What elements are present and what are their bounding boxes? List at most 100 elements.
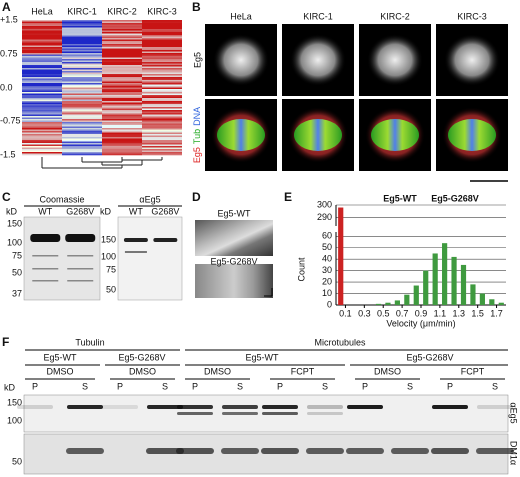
heatmap-cell xyxy=(22,153,62,156)
heatmap-cell xyxy=(62,74,102,76)
bar xyxy=(338,207,344,305)
heatmap-cell xyxy=(22,47,62,49)
heatmap-cell xyxy=(102,129,142,132)
heatmap-cell xyxy=(102,30,142,33)
spindle xyxy=(444,34,500,86)
heatmap-column xyxy=(22,20,62,156)
heatmap-cell xyxy=(22,77,62,79)
heatmap-cell xyxy=(102,75,142,78)
heatmap-cell xyxy=(62,68,102,70)
band xyxy=(146,448,184,454)
heatmap-cell xyxy=(22,144,62,147)
bar xyxy=(489,299,495,305)
heatmap-cell xyxy=(62,23,102,25)
heatmap-cell xyxy=(142,126,182,129)
heatmap-cell xyxy=(62,144,102,147)
spindle xyxy=(367,34,423,86)
scale-tick: 0.0 xyxy=(0,82,13,92)
heatmap-cell xyxy=(102,59,142,61)
heatmap-cell xyxy=(22,65,62,67)
heatmap-cell xyxy=(22,107,62,109)
heatmap-cell xyxy=(22,126,62,129)
heatmap-cell xyxy=(62,146,102,148)
heatmap-cell xyxy=(102,20,142,22)
heatmap-cell xyxy=(102,135,142,138)
heatmap-cell xyxy=(142,108,182,111)
heatmap-cell xyxy=(102,140,142,142)
band xyxy=(147,405,183,409)
heatmap-cell xyxy=(102,77,142,79)
heatmap-cell xyxy=(62,69,102,72)
heatmap-cell xyxy=(22,53,62,55)
blot-title: αEg5 xyxy=(139,194,160,204)
lane-label: G268V xyxy=(151,206,179,216)
heatmap-cell xyxy=(22,141,62,144)
heatmap-cell xyxy=(142,59,182,61)
heatmap-cell xyxy=(102,90,142,93)
bar xyxy=(470,284,476,305)
heatmap-cell xyxy=(102,111,142,114)
heatmap-cell xyxy=(102,84,142,87)
heatmap-cell xyxy=(22,143,62,145)
heatmap-cell xyxy=(22,81,62,84)
heatmap-cell xyxy=(62,89,102,91)
heatmap-cell xyxy=(102,144,142,147)
fraction-label: P xyxy=(117,381,123,391)
bar xyxy=(460,264,467,305)
heatmap-cell xyxy=(102,39,142,42)
heatmap-cell xyxy=(22,20,62,22)
heatmap-cell xyxy=(142,38,182,40)
heatmap-column xyxy=(102,20,142,156)
heatmap-cell xyxy=(62,83,102,85)
heatmap-cell xyxy=(142,105,182,108)
heatmap-cell xyxy=(102,33,142,36)
heatmap-cell xyxy=(142,87,182,90)
heatmap-cell xyxy=(142,48,182,51)
heatmap-cell xyxy=(62,38,102,40)
heatmap-cell xyxy=(22,105,62,108)
band xyxy=(347,405,383,409)
heatmap-cell xyxy=(142,63,182,66)
lane-label: WT xyxy=(38,206,52,216)
heatmap-cell xyxy=(62,63,102,66)
heatmap-cell xyxy=(102,56,142,58)
heatmap-cell xyxy=(142,77,182,79)
heatmap-cell xyxy=(22,149,62,151)
fraction-label: S xyxy=(322,381,328,391)
heatmap-cell xyxy=(142,80,182,82)
heatmap-cell xyxy=(142,114,182,117)
heatmap-cell xyxy=(62,99,102,102)
heatmap-cell xyxy=(62,93,102,96)
heatmap-cell xyxy=(62,27,102,30)
heatmap-cell xyxy=(62,113,102,115)
lane-label: G268V xyxy=(66,206,94,216)
scale-tick: -0.75 xyxy=(0,115,21,125)
heatmap-cell xyxy=(102,143,142,145)
heatmap-cell xyxy=(102,134,142,136)
column-label: KIRC-1 xyxy=(67,6,97,16)
bar xyxy=(375,303,382,305)
heatmap-cell xyxy=(142,93,182,96)
heatmap-cell xyxy=(142,129,182,132)
heatmap-cell xyxy=(142,102,182,105)
heatmap-cell xyxy=(102,60,142,63)
heatmap-cell xyxy=(22,30,62,33)
heatmap-cell xyxy=(142,117,182,120)
heatmap-cell xyxy=(62,126,102,129)
unit: kD xyxy=(100,206,112,216)
heatmap-cell xyxy=(142,92,182,94)
heatmap-cell xyxy=(142,47,182,49)
heatmap-cell xyxy=(142,116,182,118)
band xyxy=(307,412,343,415)
heatmap-cell xyxy=(22,39,62,42)
heatmap-cell xyxy=(102,150,142,153)
column-label: KIRC-1 xyxy=(303,11,333,21)
heatmap-cell xyxy=(62,81,102,84)
heatmap-cell xyxy=(62,71,102,73)
heatmap-cell xyxy=(142,45,182,48)
column-label: KIRC-3 xyxy=(457,11,487,21)
heatmap-cell xyxy=(22,72,62,75)
heatmap-cell xyxy=(142,140,182,142)
heatmap-cell xyxy=(62,48,102,51)
blot-title: Coomassie xyxy=(39,194,84,204)
